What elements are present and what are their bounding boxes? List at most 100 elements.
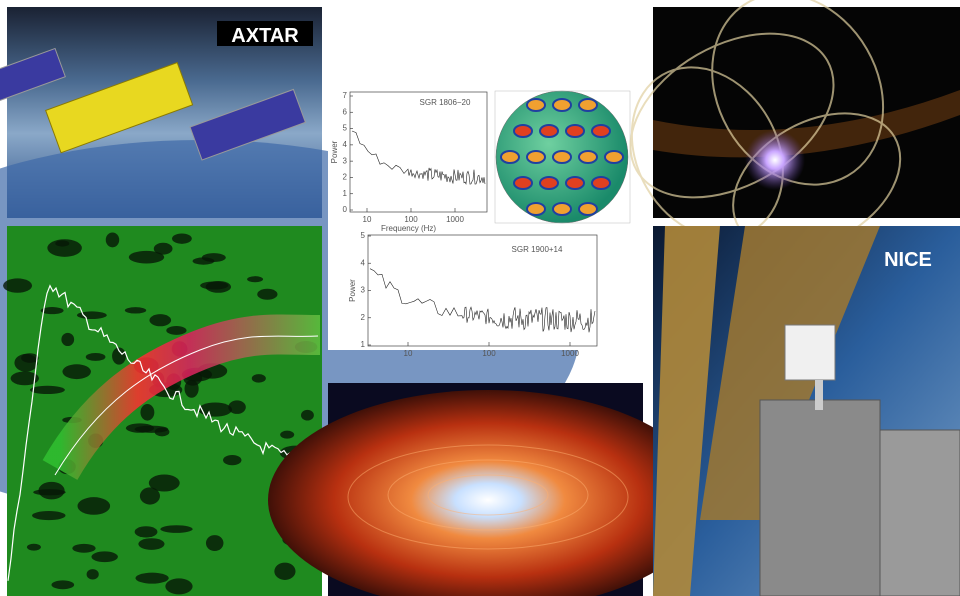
- blob: [200, 281, 229, 290]
- sphere-spot: [539, 124, 559, 138]
- y-tick-label: 7: [343, 91, 348, 100]
- blob: [280, 430, 295, 439]
- blob: [55, 240, 70, 247]
- blob: [274, 562, 296, 580]
- blob: [77, 497, 111, 515]
- plots-area: 0 1 2 3 4 5 6 7 10 100 1000 SGR 1806−20 Power Frequen…: [328, 80, 638, 358]
- blob: [166, 326, 187, 335]
- x-tick-label: 10: [363, 215, 372, 224]
- blob: [62, 364, 91, 380]
- blob: [3, 278, 33, 293]
- blob: [148, 474, 180, 492]
- sphere-spot: [552, 150, 572, 164]
- y-axis-label: Power: [330, 140, 339, 163]
- blob: [153, 242, 173, 255]
- y-tick-label: 6: [343, 107, 348, 116]
- nice-panel: NICE: [653, 226, 960, 596]
- y-tick-label: 2: [361, 313, 366, 322]
- blob: [223, 454, 242, 466]
- disk-panel: [268, 383, 708, 596]
- sphere-spot: [578, 150, 598, 164]
- x-tick-label: 1000: [446, 215, 464, 224]
- sphere-spot: [526, 98, 546, 112]
- blob: [140, 404, 155, 421]
- blob: [247, 276, 264, 283]
- sphere-spot: [526, 202, 546, 216]
- x-tick-label: 10: [404, 349, 413, 358]
- blob: [257, 288, 278, 300]
- blob: [192, 257, 215, 265]
- blob: [198, 402, 233, 417]
- sphere-spot: [578, 98, 598, 112]
- magnetar-panel: [629, 0, 960, 252]
- blob: [51, 580, 75, 590]
- sphere-spot: [552, 202, 572, 216]
- sphere-spot: [552, 98, 572, 112]
- sphere-spot: [526, 150, 546, 164]
- sphere-spot: [513, 124, 533, 138]
- blob: [184, 379, 199, 398]
- blob: [76, 311, 107, 320]
- y-tick-label: 2: [343, 173, 348, 182]
- y-tick-label: 3: [361, 286, 366, 295]
- blob: [40, 307, 64, 315]
- x-tick-label: 1000: [561, 349, 579, 358]
- plot-frame: [349, 91, 488, 213]
- blob: [205, 535, 224, 552]
- sphere-spot: [565, 176, 585, 190]
- blob: [165, 578, 193, 595]
- sphere-spot: [591, 176, 611, 190]
- y-tick-label: 3: [343, 156, 348, 165]
- spectrogram-panel: [3, 226, 322, 596]
- blob: [124, 307, 147, 314]
- x-axis-label: Frequency (Hz): [381, 224, 436, 233]
- blob: [85, 353, 106, 361]
- sphere-spot: [539, 176, 559, 190]
- blob: [138, 538, 165, 550]
- y-tick-label: 5: [343, 124, 348, 133]
- sphere-spot: [578, 202, 598, 216]
- blob: [149, 314, 172, 327]
- plot-title: SGR 1806−20: [420, 98, 471, 107]
- sphere-spot: [500, 150, 520, 164]
- blob: [61, 332, 75, 347]
- blob: [10, 371, 39, 386]
- blob: [86, 569, 99, 580]
- sphere-spot: [513, 176, 533, 190]
- x-tick-label: 100: [482, 349, 496, 358]
- blob: [139, 487, 160, 505]
- y-tick-label: 0: [343, 205, 348, 214]
- y-tick-label: 4: [343, 140, 348, 149]
- blob: [128, 250, 165, 264]
- sphere-spot: [604, 150, 624, 164]
- blob: [32, 510, 66, 521]
- blob: [112, 347, 126, 365]
- y-tick-label: 5: [361, 231, 366, 240]
- y-axis-label: Power: [348, 279, 357, 302]
- blob: [251, 374, 266, 383]
- blob: [38, 481, 65, 500]
- blob: [72, 543, 96, 553]
- y-tick-label: 4: [361, 258, 366, 267]
- plot-title: SGR 1900+14: [512, 245, 563, 254]
- x-tick-label: 100: [404, 215, 418, 224]
- blob: [14, 353, 38, 372]
- y-tick-label: 1: [343, 189, 348, 198]
- blob: [134, 425, 169, 433]
- blob: [160, 525, 193, 533]
- y-tick-label: 1: [361, 340, 366, 349]
- blob: [91, 551, 118, 563]
- spectrum: [351, 130, 486, 185]
- blob: [135, 572, 169, 584]
- sphere-spot: [591, 124, 611, 138]
- sphere-spot: [565, 124, 585, 138]
- blob: [26, 543, 41, 551]
- blob: [29, 385, 65, 395]
- spectrum: [369, 268, 596, 333]
- blob: [105, 232, 120, 248]
- blob: [228, 400, 246, 414]
- panel-label: NICE: [884, 249, 932, 271]
- panel-label: AXTAR: [231, 25, 299, 47]
- blob: [134, 526, 158, 538]
